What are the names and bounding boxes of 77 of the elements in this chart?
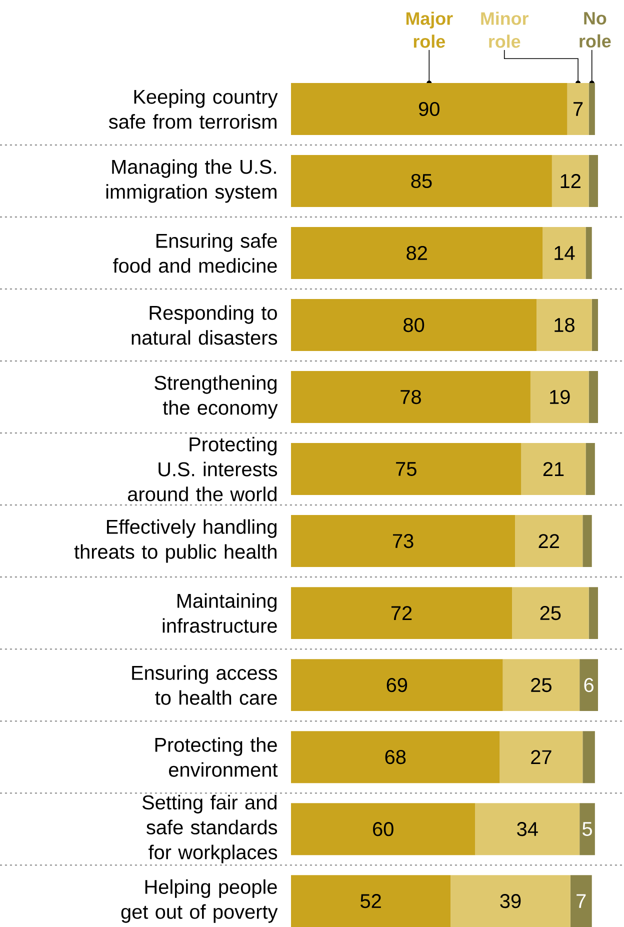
data-label: 5 [582, 822, 592, 836]
data-label: 18 [554, 318, 574, 332]
y-tick-label: Responding to natural disasters [132, 305, 278, 345]
bar [582, 515, 592, 568]
bar [291, 155, 552, 208]
data-label: 19 [550, 390, 570, 404]
bar [592, 299, 598, 352]
data-label: 12 [560, 174, 580, 188]
bar [291, 371, 530, 424]
data-label: 85 [411, 174, 432, 188]
bar [291, 875, 451, 927]
data-label: 34 [517, 822, 538, 836]
data-label: 25 [531, 678, 552, 692]
y-tick-label: Maintaining infrastructure [162, 593, 277, 633]
bar [291, 803, 476, 856]
bar [536, 299, 592, 352]
bar [570, 875, 592, 927]
data-label: 73 [392, 534, 414, 548]
bar [502, 659, 580, 712]
series-label: Major role [406, 12, 453, 48]
data-label: 60 [373, 822, 394, 836]
bar [521, 443, 586, 496]
data-label: 68 [385, 750, 406, 764]
data-label: 25 [540, 606, 561, 620]
bar [291, 443, 522, 496]
bar [515, 515, 583, 568]
bar [552, 155, 589, 208]
bar [450, 875, 570, 927]
bar [588, 587, 598, 640]
text: Minor role [481, 12, 529, 48]
bar [291, 731, 500, 784]
bar [530, 371, 589, 424]
y-tick-label: Protecting the environment [155, 737, 278, 777]
data-label: 52 [360, 894, 381, 908]
bar [586, 227, 592, 280]
bar [580, 659, 598, 712]
data-label: 69 [386, 678, 408, 692]
bar [291, 83, 568, 135]
y-tick-label: Ensuring access to health care [132, 665, 278, 705]
data-label: 22 [538, 534, 559, 548]
bar [500, 731, 583, 784]
y-tick-label: Helping people get out of poverty [121, 879, 278, 923]
data-label: 27 [531, 750, 552, 764]
data-label: 7 [576, 894, 586, 908]
y-tick-label: Ensuring safe food and medicine [113, 233, 277, 273]
bar [580, 803, 595, 856]
y-tick-label: Keeping country safe from terrorism [108, 89, 278, 129]
bar [512, 587, 589, 640]
bar [291, 587, 512, 640]
y-tick-label: Managing the U.S. immigration system [106, 159, 276, 203]
data-label: 6 [584, 678, 594, 692]
bar [582, 731, 595, 784]
bar [586, 443, 595, 496]
data-label: 14 [554, 246, 575, 260]
data-label: 75 [396, 462, 416, 476]
data-label: 80 [404, 318, 424, 332]
bar [588, 155, 598, 208]
bar [588, 371, 598, 424]
bar [291, 515, 516, 568]
data-label: 90 [419, 102, 440, 116]
data-label: 72 [391, 606, 412, 620]
bar [542, 227, 586, 280]
data-label: 39 [500, 894, 521, 908]
data-label: 78 [400, 390, 421, 404]
y-tick-label: Effectively handling threats to public health [74, 519, 276, 563]
text: No role [580, 12, 611, 48]
y-tick-label: Strengthening the economy [154, 375, 278, 419]
bar [291, 227, 543, 280]
y-tick-label: Protecting U.S. interests around the world [128, 436, 278, 502]
bar [291, 299, 537, 352]
bar [291, 659, 503, 712]
y-tick-label: Setting fair and safe standards for workplaces [142, 794, 278, 864]
data-label: 21 [543, 462, 564, 476]
data-label: 82 [406, 246, 427, 260]
bar [475, 803, 580, 856]
bar [567, 83, 589, 135]
data-label: 7 [574, 102, 583, 116]
